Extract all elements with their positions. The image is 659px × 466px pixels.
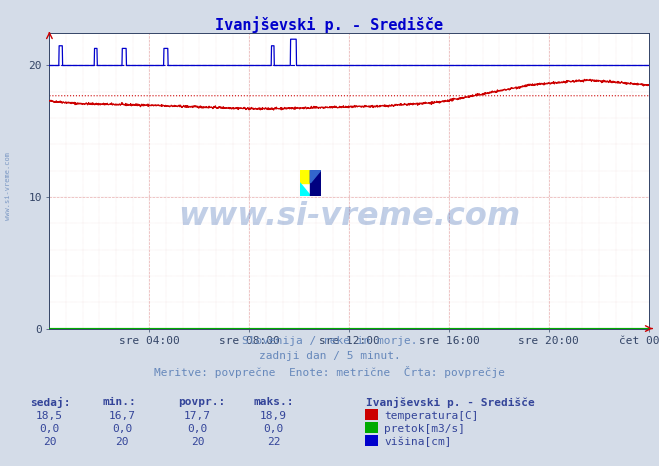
Bar <box>300 170 310 183</box>
Text: 0,0: 0,0 <box>112 424 132 434</box>
Text: temperatura[C]: temperatura[C] <box>384 411 478 421</box>
Text: Meritve: povprečne  Enote: metrične  Črta: povprečje: Meritve: povprečne Enote: metrične Črta:… <box>154 366 505 378</box>
Text: 20: 20 <box>191 437 204 447</box>
Text: www.si-vreme.com: www.si-vreme.com <box>178 200 521 232</box>
Text: www.si-vreme.com: www.si-vreme.com <box>5 152 11 220</box>
Text: 16,7: 16,7 <box>109 411 135 421</box>
Text: 20: 20 <box>43 437 56 447</box>
Polygon shape <box>300 183 310 196</box>
Text: 0,0: 0,0 <box>264 424 283 434</box>
Text: maks.:: maks.: <box>254 397 294 407</box>
Text: pretok[m3/s]: pretok[m3/s] <box>384 424 465 434</box>
Text: 17,7: 17,7 <box>185 411 211 421</box>
Text: sedaj:: sedaj: <box>30 397 70 408</box>
Text: min.:: min.: <box>102 397 136 407</box>
Bar <box>310 170 321 196</box>
Text: Slovenija / reke in morje.: Slovenija / reke in morje. <box>242 336 417 346</box>
Text: Ivanjševski p. - Središče: Ivanjševski p. - Središče <box>215 16 444 33</box>
Text: 18,5: 18,5 <box>36 411 63 421</box>
Text: 20: 20 <box>115 437 129 447</box>
Text: 0,0: 0,0 <box>188 424 208 434</box>
Text: zadnji dan / 5 minut.: zadnji dan / 5 minut. <box>258 351 401 361</box>
Text: 18,9: 18,9 <box>260 411 287 421</box>
Text: 0,0: 0,0 <box>40 424 59 434</box>
Text: 22: 22 <box>267 437 280 447</box>
Text: višina[cm]: višina[cm] <box>384 437 451 447</box>
Text: povpr.:: povpr.: <box>178 397 225 407</box>
Text: Ivanjševski p. - Središče: Ivanjševski p. - Središče <box>366 397 534 408</box>
Polygon shape <box>310 170 321 183</box>
